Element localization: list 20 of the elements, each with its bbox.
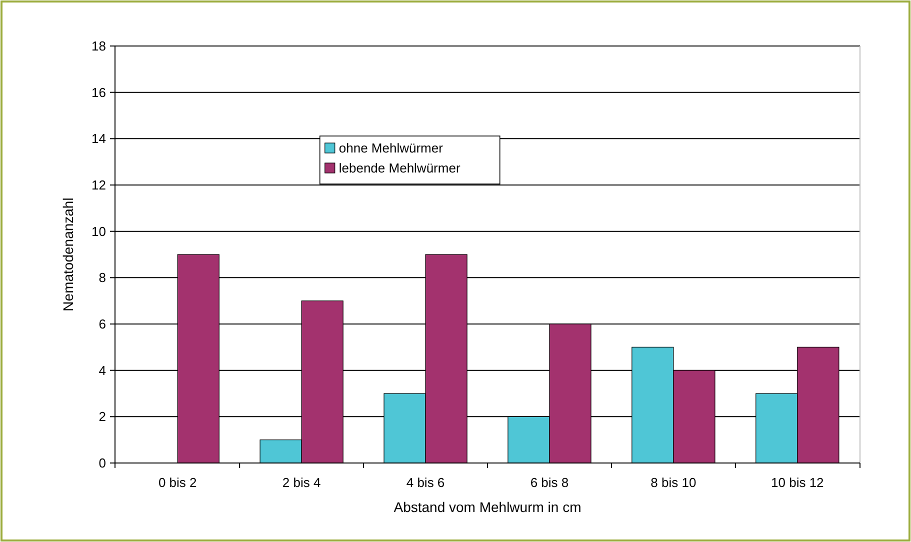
y-tick-label: 0	[98, 456, 106, 471]
x-tick-label: 4 bis 6	[406, 475, 445, 490]
y-tick-label: 6	[98, 316, 106, 332]
y-tick-label: 10	[92, 224, 106, 239]
x-tick-label: 2 bis 4	[282, 475, 321, 490]
y-tick-label: 2	[98, 409, 106, 424]
y-tick-label: 12	[92, 178, 106, 193]
x-tick-label: 0 bis 2	[158, 475, 197, 490]
y-tick-label: 18	[92, 38, 106, 54]
legend-label: ohne Mehlwürmer	[338, 140, 444, 156]
x-axis-title: Abstand vom Mehlwurm in cm	[394, 499, 582, 515]
x-tick-label: 8 bis 10	[650, 475, 696, 490]
legend-label: lebende Mehlwürmer	[338, 160, 461, 176]
y-axis-title: Nematodenanzahl	[60, 198, 76, 312]
x-tick-label: 6 bis 8	[530, 475, 569, 490]
y-tick-label: 8	[98, 270, 106, 286]
x-tick-label: 10 bis 12	[771, 475, 824, 490]
y-tick-label: 4	[98, 362, 106, 378]
y-tick-label: 14	[92, 131, 106, 146]
y-tick-label: 16	[92, 84, 106, 100]
